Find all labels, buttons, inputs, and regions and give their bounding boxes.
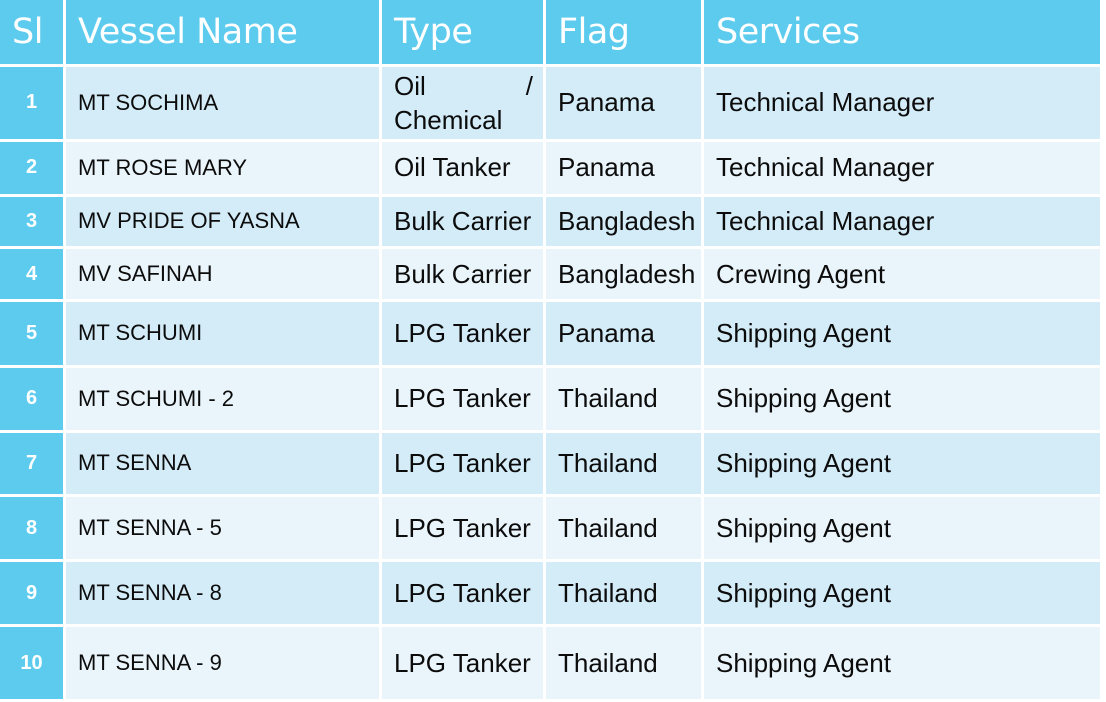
header-type: Type [382,0,543,64]
row-sl: 4 [0,249,63,299]
row-type: LPG Tanker [382,367,543,430]
row-sl: 5 [0,301,63,365]
row-flag: Thailand [546,497,701,560]
row-type: Bulk Carrier [382,196,543,247]
row-services: Shipping Agent [704,627,1100,699]
row-sl: 10 [0,627,63,699]
row-flag: Bangladesh [546,249,701,299]
row-type: Oil / Chemical [382,67,543,139]
table-row: 1 MT SOCHIMA Oil / Chemical Panama Techn… [0,67,1100,139]
row-vessel-name: MT SCHUMI - 2 [66,367,379,430]
row-services: Crewing Agent [704,249,1100,299]
row-flag: Panama [546,141,701,194]
row-vessel-name: MT SOCHIMA [66,67,379,139]
row-flag: Thailand [546,627,701,699]
row-services: Technical Manager [704,67,1100,139]
table-row: 4 MV SAFINAH Bulk Carrier Bangladesh Cre… [0,249,1100,299]
row-type: Bulk Carrier [382,249,543,299]
table-row: 3 MV PRIDE OF YASNA Bulk Carrier Banglad… [0,196,1100,247]
row-sl: 9 [0,562,63,624]
row-type: LPG Tanker [382,562,543,624]
row-type: Oil Tanker [382,141,543,194]
row-type: LPG Tanker [382,301,543,365]
row-type: LPG Tanker [382,627,543,699]
table-row: 6 MT SCHUMI - 2 LPG Tanker Thailand Ship… [0,367,1100,430]
table-row: 8 MT SENNA - 5 LPG Tanker Thailand Shipp… [0,497,1100,560]
header-flag: Flag [546,0,701,64]
row-vessel-name: MT SENNA - 5 [66,497,379,560]
row-services: Shipping Agent [704,497,1100,560]
header-row: Sl Vessel Name Type Flag Services [0,0,1100,64]
row-vessel-name: MV PRIDE OF YASNA [66,196,379,247]
table-row: 7 MT SENNA LPG Tanker Thailand Shipping … [0,432,1100,495]
row-sl: 2 [0,141,63,194]
table-row: 2 MT ROSE MARY Oil Tanker Panama Technic… [0,141,1100,194]
type-line-1: Oil / [394,69,543,103]
row-flag: Thailand [546,367,701,430]
row-services: Technical Manager [704,196,1100,247]
type-multiline: Oil / Chemical [394,69,543,137]
row-flag: Bangladesh [546,196,701,247]
row-services: Shipping Agent [704,562,1100,624]
row-vessel-name: MT ROSE MARY [66,141,379,194]
row-vessel-name: MT SENNA - 8 [66,562,379,624]
type-part-oil: Oil [394,70,426,101]
row-flag: Thailand [546,562,701,624]
row-vessel-name: MT SENNA [66,432,379,495]
row-sl: 1 [0,67,63,139]
type-part-chemical: Chemical [394,104,503,135]
table-row: 5 MT SCHUMI LPG Tanker Panama Shipping A… [0,301,1100,365]
row-services: Shipping Agent [704,301,1100,365]
row-sl: 7 [0,432,63,495]
header-sl: Sl [0,0,63,64]
row-type: LPG Tanker [382,497,543,560]
row-sl: 8 [0,497,63,560]
row-sl: 6 [0,367,63,430]
header-vessel-name: Vessel Name [66,0,379,64]
row-services: Technical Manager [704,141,1100,194]
row-sl: 3 [0,196,63,247]
row-flag: Panama [546,301,701,365]
row-vessel-name: MT SENNA - 9 [66,627,379,699]
type-part-slash: / [525,70,533,101]
row-services: Shipping Agent [704,367,1100,430]
row-services: Shipping Agent [704,432,1100,495]
row-flag: Thailand [546,432,701,495]
header-services: Services [704,0,1100,64]
row-flag: Panama [546,67,701,139]
table-row: 10 MT SENNA - 9 LPG Tanker Thailand Ship… [0,627,1100,699]
row-type: LPG Tanker [382,432,543,495]
row-vessel-name: MT SCHUMI [66,301,379,365]
table-row: 9 MT SENNA - 8 LPG Tanker Thailand Shipp… [0,562,1100,624]
row-vessel-name: MV SAFINAH [66,249,379,299]
